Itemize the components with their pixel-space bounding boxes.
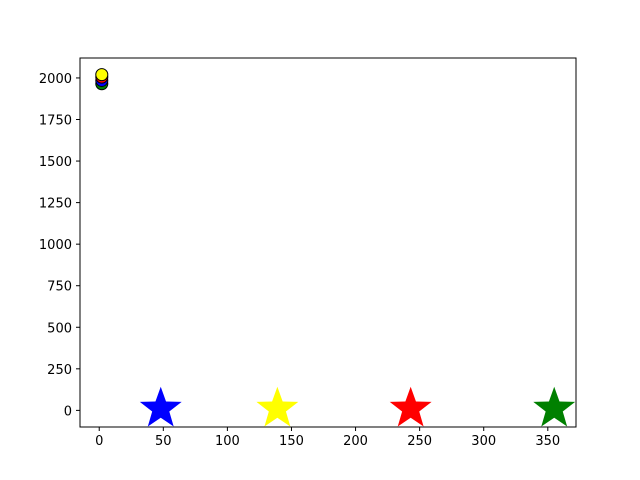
star-point (139, 386, 182, 427)
x-tick-label: 200 (343, 434, 368, 449)
x-axis: 0 50 100 150 200 250 300 350 (95, 427, 560, 449)
y-tick-label: 250 (47, 363, 72, 378)
y-tick-label: 2000 (39, 72, 72, 87)
x-tick-label: 150 (279, 434, 304, 449)
y-tick-label: 0 (64, 404, 72, 419)
star-point (533, 386, 576, 427)
circle-point (95, 68, 109, 82)
plot-area (95, 68, 576, 427)
x-tick-label: 300 (471, 434, 496, 449)
x-tick-label: 50 (155, 434, 172, 449)
star-point (389, 386, 432, 427)
y-tick-label: 1000 (39, 238, 72, 253)
y-tick-label: 750 (47, 280, 72, 295)
x-tick-label: 0 (95, 434, 103, 449)
x-tick-label: 250 (407, 434, 432, 449)
y-tick-label: 1500 (39, 155, 72, 170)
star-point (256, 386, 299, 427)
y-tick-label: 1250 (39, 197, 72, 212)
y-axis: 0 250 500 750 1000 1250 1500 1750 2000 (39, 72, 80, 419)
y-tick-label: 500 (47, 321, 72, 336)
x-tick-label: 350 (535, 434, 560, 449)
axes-frame (79, 57, 577, 428)
x-tick-label: 100 (215, 434, 240, 449)
y-tick-label: 1750 (39, 114, 72, 129)
